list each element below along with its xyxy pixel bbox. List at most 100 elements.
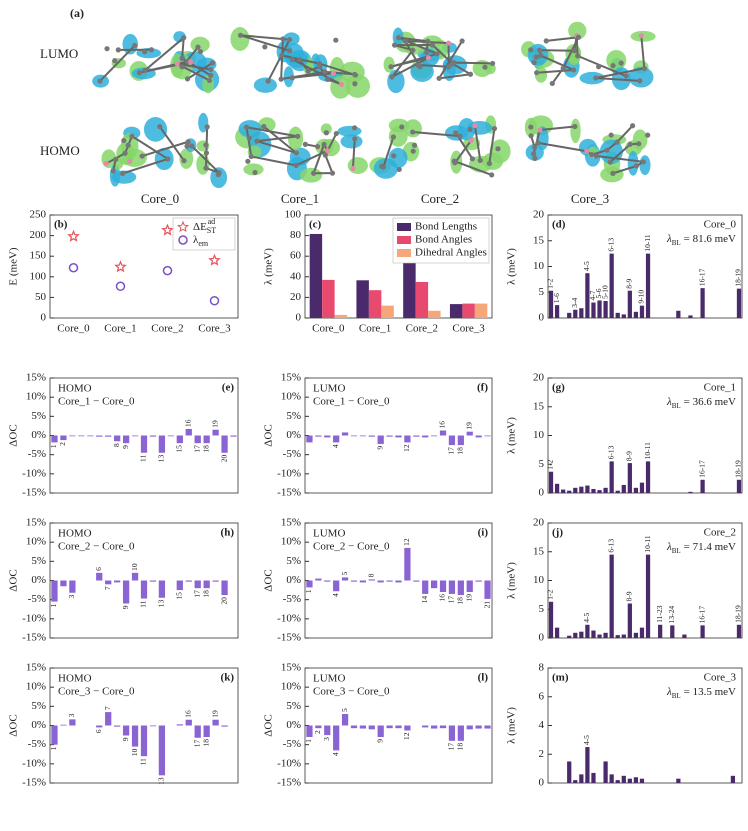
bond — [453, 61, 493, 65]
bar — [315, 725, 322, 729]
bar — [194, 580, 201, 589]
atom — [391, 42, 398, 48]
bar — [621, 775, 626, 783]
legend-label: Bond Angles — [415, 234, 472, 246]
bar — [639, 305, 645, 318]
atom — [399, 124, 405, 130]
atom — [333, 37, 339, 43]
atom — [468, 137, 474, 143]
atom — [429, 42, 436, 48]
atom — [136, 70, 143, 76]
atom — [531, 151, 537, 157]
y-tick-label: -15% — [22, 777, 46, 789]
orbital-image — [524, 115, 651, 183]
atom — [352, 71, 358, 77]
bar-label: 18-19 — [734, 460, 743, 478]
bar-label: 5 — [340, 571, 349, 575]
atom — [453, 130, 459, 136]
bar — [484, 435, 491, 437]
y-tick-label: 0 — [539, 487, 545, 499]
point — [67, 229, 80, 242]
atom — [351, 125, 358, 131]
atom — [410, 129, 416, 135]
atom — [593, 75, 599, 81]
bar — [315, 435, 322, 437]
point — [115, 281, 126, 292]
bar — [333, 435, 340, 443]
bar — [221, 580, 228, 596]
atom — [584, 148, 590, 154]
bar — [96, 725, 103, 728]
bar — [359, 435, 366, 437]
atom — [302, 141, 308, 147]
orbital-lobe — [627, 151, 639, 176]
atom — [321, 141, 327, 148]
panel-label: (b) — [54, 219, 68, 231]
bar-label: 20 — [219, 455, 228, 463]
bar — [639, 627, 645, 638]
bar-label: 2 — [58, 442, 67, 446]
bond — [141, 140, 189, 158]
bond — [312, 144, 325, 174]
bar — [615, 490, 620, 493]
bar-label: 17 — [447, 447, 456, 455]
y-tick-label: 15% — [281, 517, 301, 529]
y-tick-label: -15% — [22, 487, 46, 499]
y-tick-label: -5% — [283, 738, 301, 750]
bar-label: 17 — [192, 590, 201, 598]
atom — [637, 78, 643, 84]
bar — [579, 774, 584, 783]
bar-label: 1 — [49, 444, 58, 448]
bar — [413, 435, 420, 437]
bar-label: 17 — [192, 740, 201, 748]
bar — [377, 580, 384, 583]
atom — [279, 52, 285, 58]
bar — [368, 725, 375, 730]
bond — [616, 125, 634, 143]
bar-label: 6 — [94, 729, 103, 733]
panel-label: (f) — [477, 382, 488, 394]
legend-name: λ — [193, 234, 199, 246]
bar — [567, 490, 572, 493]
bar — [621, 484, 626, 493]
y-tick-label: 0% — [31, 719, 46, 731]
bar-label: 1 — [49, 746, 58, 750]
y-tick-label: -15% — [277, 632, 301, 644]
bar — [140, 725, 148, 757]
atom — [434, 51, 440, 57]
x-tick-label: Core_1 — [104, 323, 136, 335]
annotation: λBL = 71.4 meV — [666, 541, 736, 555]
bar-label: 19 — [210, 710, 219, 718]
bar-label: 12 — [402, 732, 411, 740]
orbital-lobe — [458, 118, 476, 141]
bar — [341, 714, 349, 726]
bar — [158, 725, 166, 776]
atom — [179, 55, 185, 61]
bar — [700, 288, 705, 318]
bar-label: 9 — [375, 739, 384, 743]
y-tick-label: 10% — [281, 391, 301, 403]
bar — [105, 435, 112, 437]
bar-label: 10 — [130, 748, 139, 756]
plot-frame — [49, 214, 239, 319]
bar — [51, 580, 58, 602]
bar — [212, 429, 219, 436]
atom — [125, 142, 131, 148]
atom — [618, 60, 624, 66]
y-tick-label: 0% — [31, 429, 46, 441]
panel-note: Core_1 − Core_0 — [313, 396, 390, 408]
bond — [591, 149, 608, 156]
column-label: Core_1 — [281, 191, 319, 206]
atom — [417, 64, 423, 70]
bar — [167, 435, 174, 437]
y-tick-label: 250 — [30, 209, 47, 221]
bar — [87, 435, 94, 437]
y-tick-label: 80 — [290, 229, 302, 241]
bar — [633, 311, 639, 318]
bar — [730, 775, 736, 783]
atom — [317, 64, 323, 70]
panel-note: HOMO — [58, 673, 92, 685]
bar-label: 4 — [331, 593, 340, 597]
bar-label: 9 — [375, 446, 384, 450]
orbital-lobe — [299, 167, 323, 183]
